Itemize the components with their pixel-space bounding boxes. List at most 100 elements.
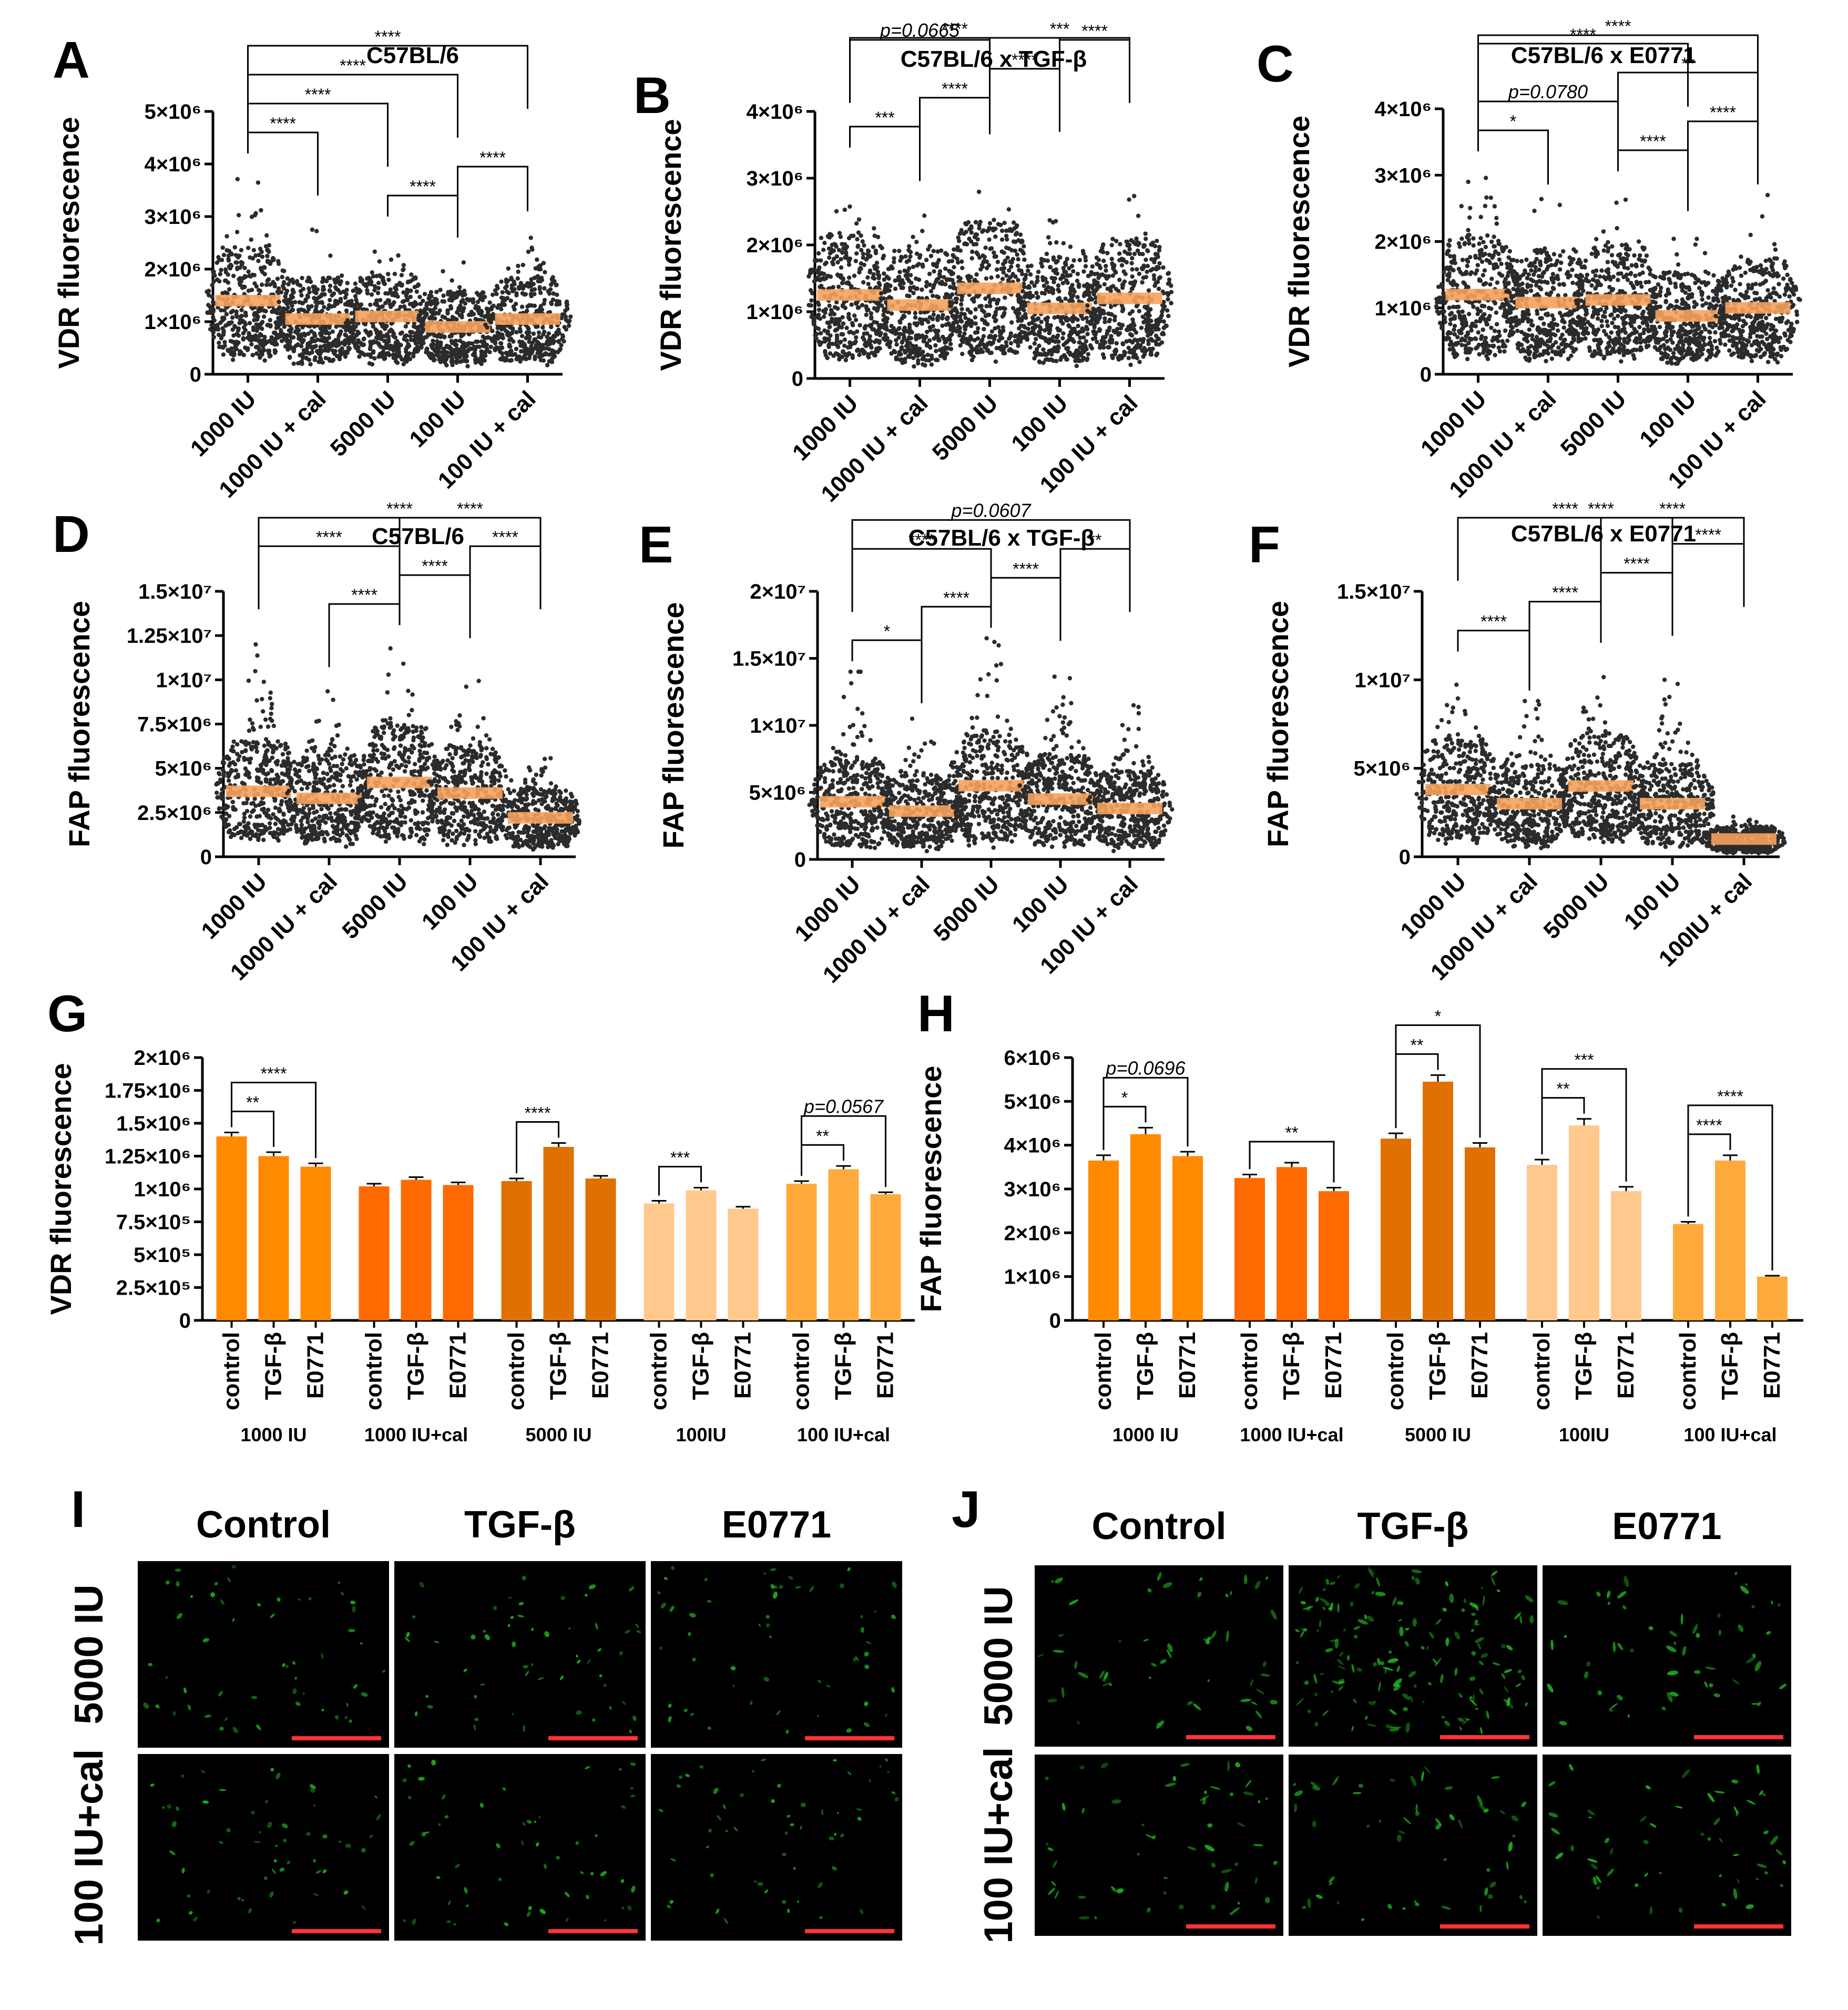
data-point xyxy=(1139,325,1144,330)
data-point xyxy=(1468,337,1474,342)
data-point xyxy=(504,284,509,289)
data-point xyxy=(1556,345,1561,350)
data-point xyxy=(948,342,953,346)
data-point xyxy=(467,312,472,317)
data-point xyxy=(860,239,865,244)
data-point xyxy=(863,344,869,348)
data-point xyxy=(924,258,929,262)
significance-bracket: **** xyxy=(387,177,458,238)
data-point xyxy=(276,316,281,321)
data-point xyxy=(392,345,396,350)
data-point xyxy=(1140,280,1145,285)
data-point xyxy=(934,357,939,362)
data-point xyxy=(1541,270,1547,275)
data-point xyxy=(398,354,403,359)
data-point xyxy=(943,266,948,271)
data-point xyxy=(875,331,880,336)
data-point xyxy=(968,319,973,324)
data-point xyxy=(976,189,982,194)
data-point xyxy=(250,353,255,357)
data-point xyxy=(1467,215,1472,220)
data-point xyxy=(405,288,410,292)
data-point xyxy=(896,352,902,357)
data-point xyxy=(928,327,933,333)
data-point xyxy=(892,348,896,353)
data-point xyxy=(272,284,277,289)
data-point xyxy=(914,353,920,358)
data-point xyxy=(424,306,430,311)
data-point xyxy=(524,349,529,354)
data-point xyxy=(540,325,545,330)
data-point xyxy=(325,306,331,311)
data-point xyxy=(1559,260,1564,265)
data-point xyxy=(256,323,261,327)
data-point xyxy=(1096,275,1101,280)
data-point xyxy=(1108,304,1114,310)
data-point xyxy=(351,289,355,293)
data-point xyxy=(515,276,520,281)
data-point xyxy=(911,234,915,239)
median-bar xyxy=(1097,292,1162,304)
data-point xyxy=(552,354,557,359)
data-point xyxy=(212,318,217,323)
data-point xyxy=(378,274,383,279)
data-point xyxy=(992,218,996,222)
data-point xyxy=(208,327,213,332)
data-point xyxy=(1131,355,1136,360)
data-point xyxy=(818,331,823,336)
data-point xyxy=(345,281,350,285)
data-point xyxy=(974,250,979,255)
data-point xyxy=(846,281,852,286)
data-point xyxy=(976,348,981,353)
data-point xyxy=(401,362,406,366)
data-point xyxy=(565,319,570,324)
data-point xyxy=(1503,297,1508,302)
bracket-line xyxy=(849,126,921,181)
data-point xyxy=(840,304,845,309)
data-point xyxy=(1107,274,1111,279)
data-point xyxy=(882,277,887,282)
data-point xyxy=(993,310,998,315)
data-point xyxy=(309,304,314,309)
data-point xyxy=(1434,304,1439,309)
data-point xyxy=(1040,352,1045,357)
chart-title: C57BL/6 xyxy=(366,43,459,68)
data-point xyxy=(1142,304,1147,310)
data-point xyxy=(1111,284,1116,289)
data-point xyxy=(275,276,280,281)
data-point xyxy=(892,249,897,253)
data-point xyxy=(520,262,525,268)
data-point xyxy=(296,307,301,313)
bracket-label: **** xyxy=(375,27,401,46)
data-point xyxy=(248,255,252,260)
data-point xyxy=(1475,345,1479,350)
y-tick-label: 0 xyxy=(190,363,201,386)
data-point xyxy=(1475,268,1479,273)
data-point xyxy=(1060,321,1065,326)
data-point xyxy=(989,275,994,280)
data-point xyxy=(287,354,292,360)
data-point xyxy=(874,260,880,265)
data-point xyxy=(288,310,292,314)
data-point xyxy=(1030,315,1035,320)
data-point xyxy=(417,294,422,300)
data-point xyxy=(1095,280,1099,285)
data-point xyxy=(809,268,813,272)
data-point xyxy=(333,337,338,343)
data-point xyxy=(969,349,974,354)
data-point xyxy=(344,308,349,313)
data-point xyxy=(1005,237,1009,242)
data-point xyxy=(1085,303,1090,308)
median-bar xyxy=(285,313,351,325)
data-point xyxy=(987,225,992,230)
data-point xyxy=(383,291,388,296)
data-point xyxy=(273,349,278,354)
data-point xyxy=(944,292,948,297)
data-point xyxy=(968,310,973,315)
data-point xyxy=(1064,346,1069,351)
data-point xyxy=(455,310,460,315)
data-point xyxy=(1153,252,1158,257)
data-point xyxy=(231,273,236,279)
data-point xyxy=(418,333,423,339)
data-point xyxy=(911,264,916,269)
